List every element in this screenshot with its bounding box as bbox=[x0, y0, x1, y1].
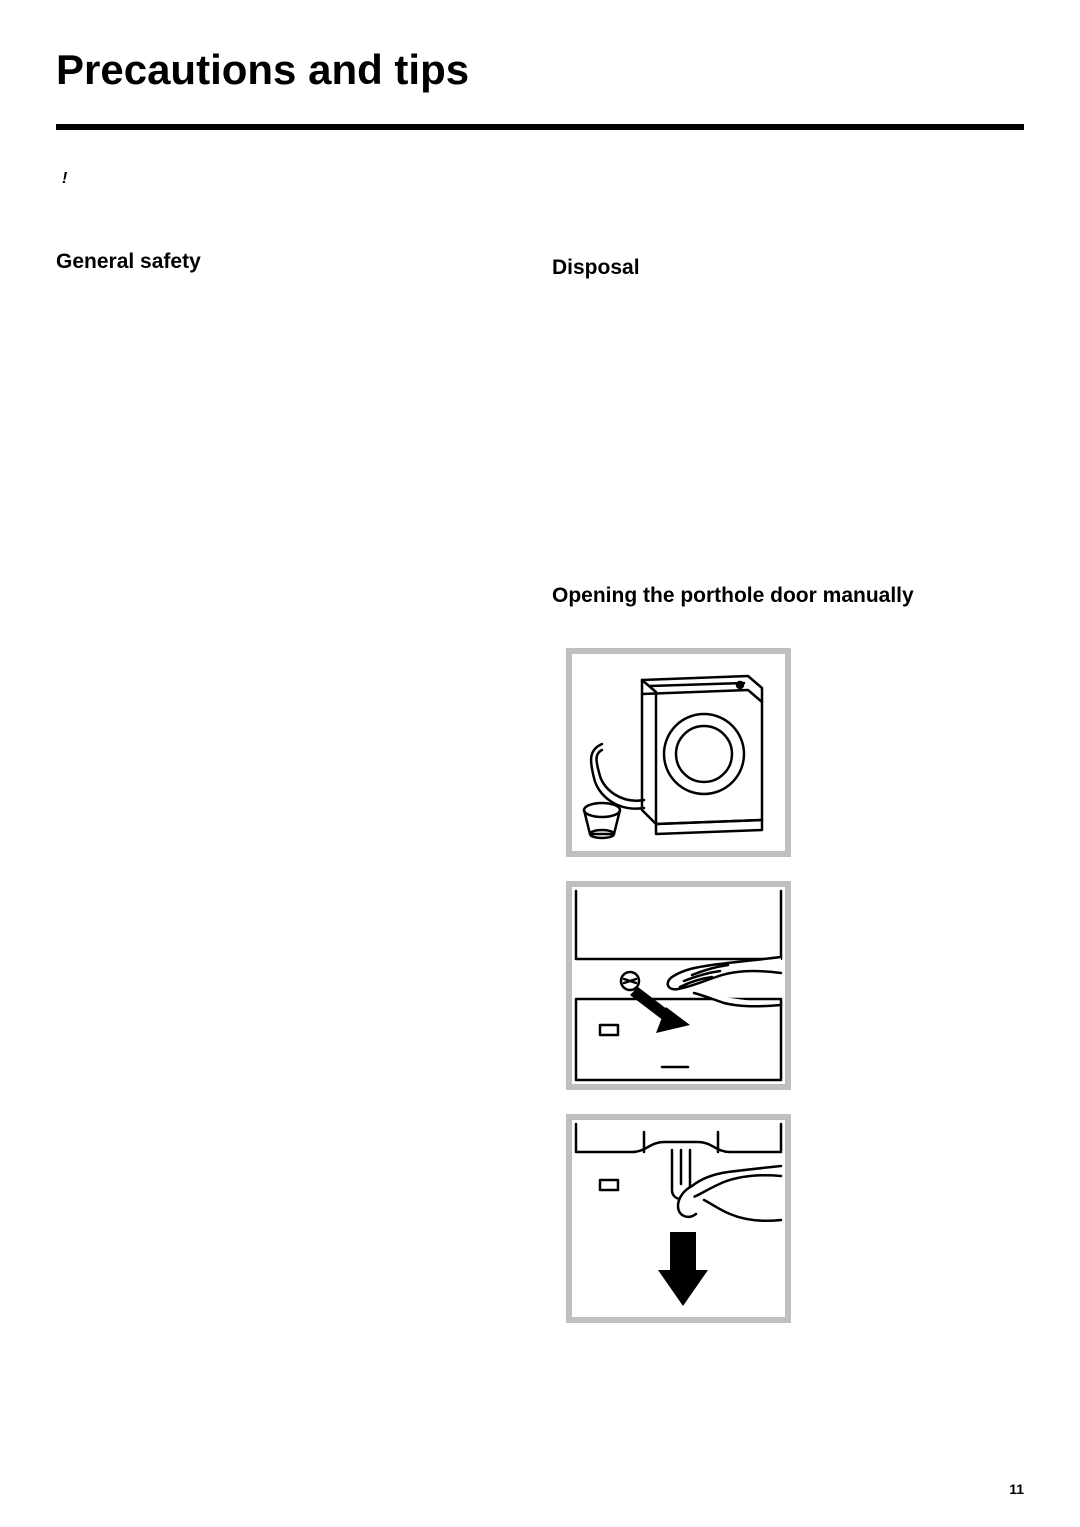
document-page: Precautions and tips ! General safety Di… bbox=[0, 0, 1080, 1527]
fig-pull-release-tab bbox=[566, 1114, 791, 1323]
fig-remove-kick-panel bbox=[566, 881, 791, 1090]
figure-stack bbox=[566, 648, 1024, 1323]
horizontal-rule bbox=[56, 124, 1024, 130]
kick-panel-icon bbox=[572, 887, 785, 1084]
content-row: ! General safety Disposal Opening the po… bbox=[56, 170, 1024, 1323]
heading-general-safety: General safety bbox=[56, 250, 528, 274]
left-column: ! General safety bbox=[56, 170, 528, 1323]
heading-disposal: Disposal bbox=[552, 256, 1024, 280]
warning-icon: ! bbox=[62, 170, 528, 188]
fig-washing-machine-drain bbox=[566, 648, 791, 857]
page-number: 11 bbox=[1009, 1481, 1024, 1497]
page-title: Precautions and tips bbox=[56, 46, 1024, 94]
heading-opening-porthole: Opening the porthole door manually bbox=[552, 584, 1024, 608]
release-tab-icon bbox=[572, 1120, 785, 1317]
washing-machine-icon bbox=[572, 654, 785, 851]
right-column: Disposal Opening the porthole door manua… bbox=[552, 170, 1024, 1323]
